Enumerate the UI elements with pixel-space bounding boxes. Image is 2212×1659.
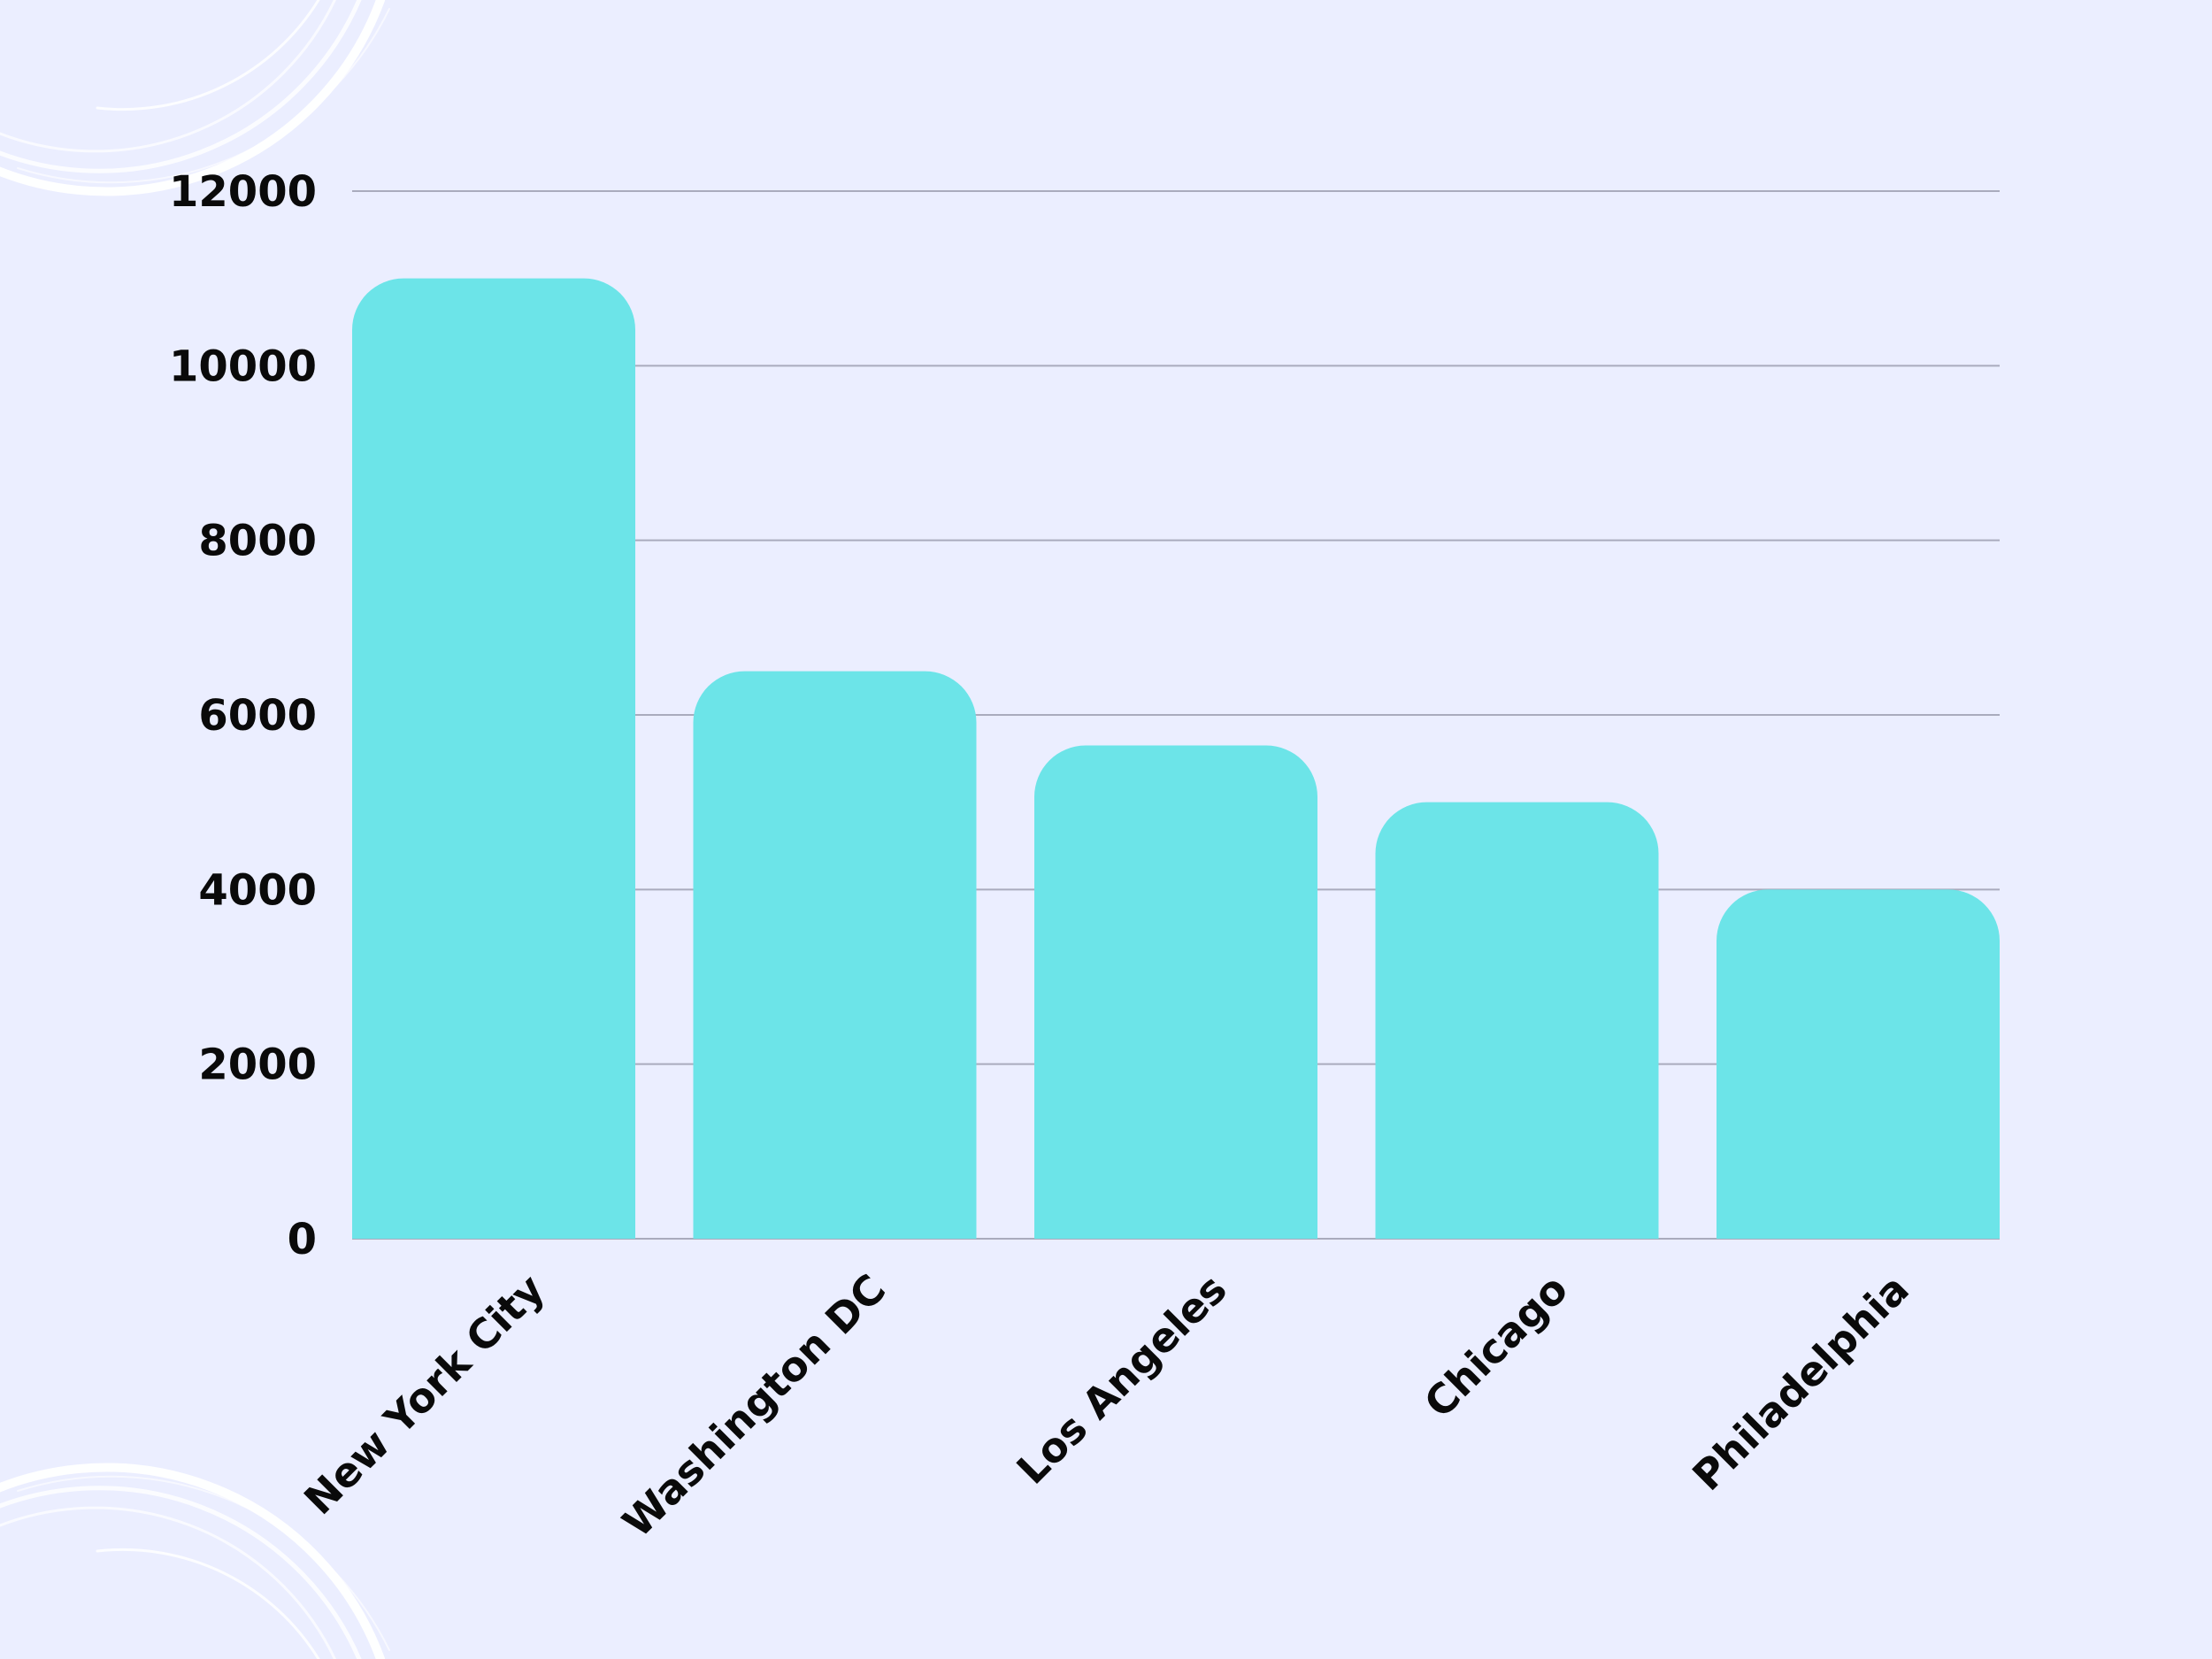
y-tick-label: 12000 <box>169 167 317 217</box>
x-axis-category-labels: New York City Washington DC Los Angeles Chi… <box>295 1265 1918 1547</box>
x-category-label: Chicago <box>1415 1265 1577 1427</box>
y-axis-tick-labels: 0 2000 4000 6000 8000 10000 12000 <box>169 167 317 1264</box>
x-category-label: Washington DC <box>613 1265 895 1547</box>
decorative-swirls <box>0 0 390 1659</box>
x-category-label: Los Angeles <box>1008 1265 1236 1494</box>
y-tick-label: 6000 <box>198 691 317 741</box>
y-tick-label: 2000 <box>198 1041 317 1090</box>
swirl-bottom-left <box>0 1463 390 1659</box>
x-category-label: Philadelphia <box>1683 1265 1917 1500</box>
y-tick-label: 8000 <box>198 517 317 566</box>
bar-washington-dc <box>693 671 977 1239</box>
swirl-top-left <box>0 0 390 196</box>
y-tick-label: 10000 <box>169 342 317 391</box>
bar-new-york-city <box>352 278 635 1240</box>
x-category-label: New York City <box>295 1265 554 1525</box>
bar-los-angeles <box>1034 745 1317 1239</box>
bars <box>352 278 2000 1240</box>
y-tick-label: 4000 <box>198 865 317 915</box>
bar-chicago <box>1375 802 1659 1239</box>
y-tick-label: 0 <box>288 1215 317 1264</box>
bar-philadelphia <box>1716 889 2000 1239</box>
